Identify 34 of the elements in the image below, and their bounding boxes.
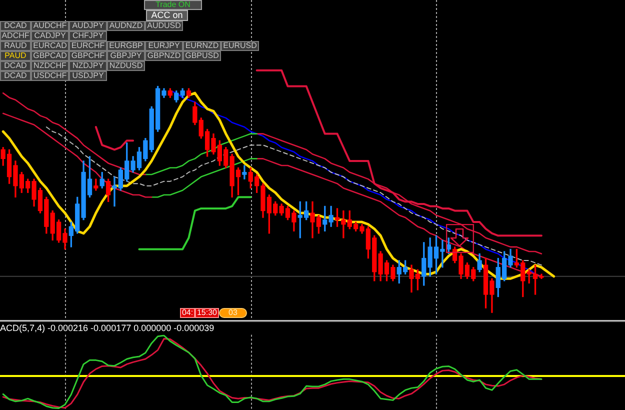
text: EURUSD — [221, 41, 259, 51]
text: GBPJPY — [107, 51, 145, 61]
text: RAUD — [0, 41, 31, 51]
text: AUDJPY — [69, 21, 107, 31]
text: Trade ON — [144, 0, 202, 10]
text: AUDNZD — [107, 21, 145, 31]
text: ADCHF — [0, 31, 31, 41]
annotation: 15:30 — [195, 308, 219, 318]
text: DCAD — [0, 21, 31, 31]
text: NZDJPY — [69, 61, 107, 71]
text: AUDUSD — [145, 21, 183, 31]
text: NZDCHF — [31, 61, 69, 71]
text: GBPNZD — [145, 51, 183, 61]
text: GBPUSD — [183, 51, 221, 61]
text: USDJPY — [69, 71, 107, 81]
text: EURJPY — [145, 41, 183, 51]
text: AUDCHF — [31, 21, 69, 31]
text: GBPCAD — [31, 51, 69, 61]
text: NZDUSD — [107, 61, 145, 71]
text: CADJPY — [31, 31, 69, 41]
text: DCAD — [0, 71, 31, 81]
text: EURCHF — [69, 41, 107, 51]
text: EURCAD — [31, 41, 69, 51]
annotation: 03 — [219, 308, 247, 318]
text: USDCHF — [31, 71, 69, 81]
text: DCAD — [0, 61, 31, 71]
text: EURGBP — [107, 41, 145, 51]
text: PAUD — [0, 51, 31, 61]
text: CHFJPY — [69, 31, 107, 41]
annotation: 04: — [180, 308, 195, 318]
text: ACC on — [146, 10, 188, 21]
text: EURNZD — [183, 41, 221, 51]
text: GBPCHF — [69, 51, 107, 61]
chart-title: ACD(5,7,4) -0.000216 -0.000177 0.000000 -0.000039 — [0, 322, 214, 333]
